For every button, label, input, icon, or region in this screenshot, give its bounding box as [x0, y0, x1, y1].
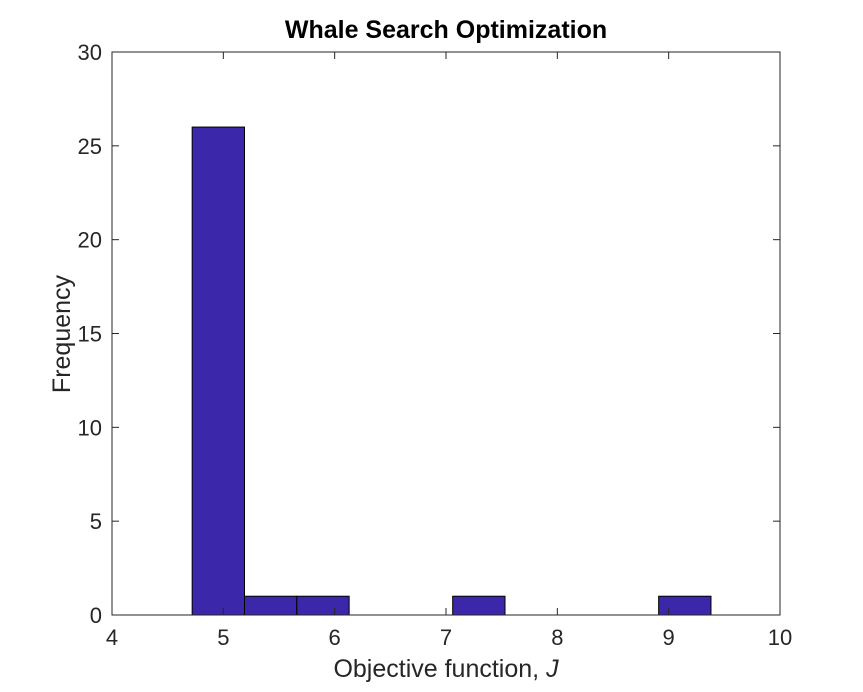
- x-tick-label: 4: [106, 625, 118, 650]
- x-tick-label: 10: [768, 625, 792, 650]
- ticks-group: 4 5 6 7 8 9 10 0 5 10 15 20 25 30: [78, 40, 793, 650]
- y-tick-label: 10: [78, 415, 102, 440]
- y-tick-label: 25: [78, 134, 102, 159]
- x-axis-label-symbol: J: [545, 655, 559, 683]
- bars-group: [191, 126, 712, 616]
- x-tick-label: 6: [329, 625, 341, 650]
- x-tick-label: 7: [440, 625, 452, 650]
- y-axis-label: Frequency: [48, 274, 76, 393]
- histogram-bar: [452, 595, 506, 616]
- x-tick-label: 5: [217, 625, 229, 650]
- y-tick-label: 0: [90, 603, 102, 628]
- plot-frame: [111, 51, 781, 616]
- y-tick-label: 20: [78, 228, 102, 253]
- histogram-bar: [296, 595, 350, 616]
- x-tick-label: 8: [551, 625, 563, 650]
- x-tick-label: 9: [663, 625, 675, 650]
- x-axis-label-text: Objective function,: [333, 655, 546, 683]
- histogram-bar: [243, 595, 298, 616]
- y-tick-label: 15: [78, 322, 102, 347]
- chart-title: Whale Search Optimization: [285, 16, 607, 44]
- x-axis-label: Objective function, J: [333, 655, 559, 683]
- y-tick-label: 5: [90, 509, 102, 534]
- histogram-bar: [658, 595, 712, 616]
- y-tick-label: 30: [78, 40, 102, 65]
- histogram-bar: [191, 126, 245, 616]
